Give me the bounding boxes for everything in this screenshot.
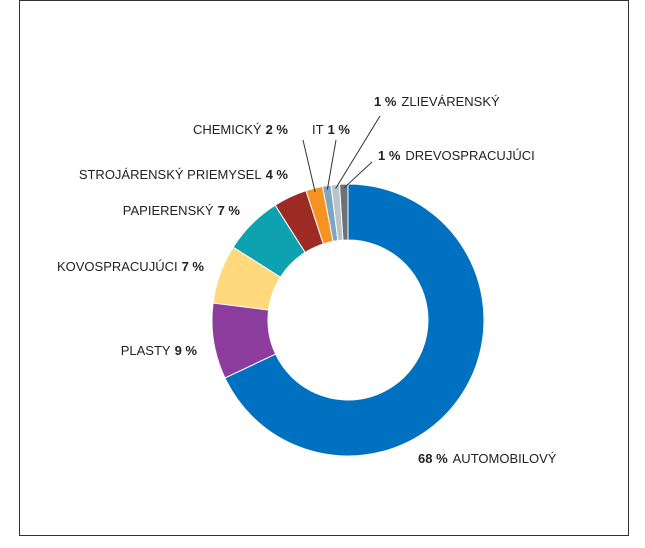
category-label: AUTOMOBILOVÝ	[453, 451, 557, 466]
value-label: 1 %	[328, 122, 351, 137]
frame	[19, 0, 629, 536]
value-label: 9 %	[175, 343, 198, 358]
leader-line	[335, 115, 381, 189]
slice-label: PAPIERENSKÝ 7 %	[123, 203, 241, 218]
value-label: 2 %	[266, 122, 289, 137]
slice-label: 1 % DREVOSPRACUJÚCI	[378, 148, 535, 163]
value-label: 68 %	[418, 451, 448, 466]
value-label: 1 %	[374, 94, 397, 109]
slice-label: KOVOSPRACUJÚCI 7 %	[57, 259, 204, 274]
value-label: 7 %	[218, 203, 241, 218]
slice-label: 1 % ZLIEVÁRENSKÝ	[374, 94, 500, 109]
slice	[224, 183, 485, 457]
category-label: ZLIEVÁRENSKÝ	[401, 94, 500, 109]
leader-line	[326, 139, 337, 190]
category-label: IT	[312, 122, 324, 137]
category-label: KOVOSPRACUJÚCI	[57, 259, 178, 274]
leader-line	[343, 161, 373, 189]
slice-label: PLASTY 9 %	[121, 343, 198, 358]
value-label: 1 %	[378, 148, 401, 163]
slice-label: STROJÁRENSKÝ PRIEMYSEL 4 %	[79, 167, 289, 182]
category-label: DREVOSPRACUJÚCI	[405, 148, 534, 163]
slice	[338, 183, 349, 241]
slice-label: CHEMICKÝ 2 %	[193, 122, 288, 137]
category-label: PAPIERENSKÝ	[123, 203, 214, 218]
slice-label: IT 1 %	[312, 122, 350, 137]
leader-line	[302, 139, 316, 193]
value-label: 4 %	[266, 167, 289, 182]
category-label: PLASTY	[121, 343, 171, 358]
value-label: 7 %	[182, 259, 205, 274]
slice-label: 68 % AUTOMOBILOVÝ	[418, 451, 557, 466]
category-label: CHEMICKÝ	[193, 122, 262, 137]
category-label: STROJÁRENSKÝ PRIEMYSEL	[79, 167, 262, 182]
